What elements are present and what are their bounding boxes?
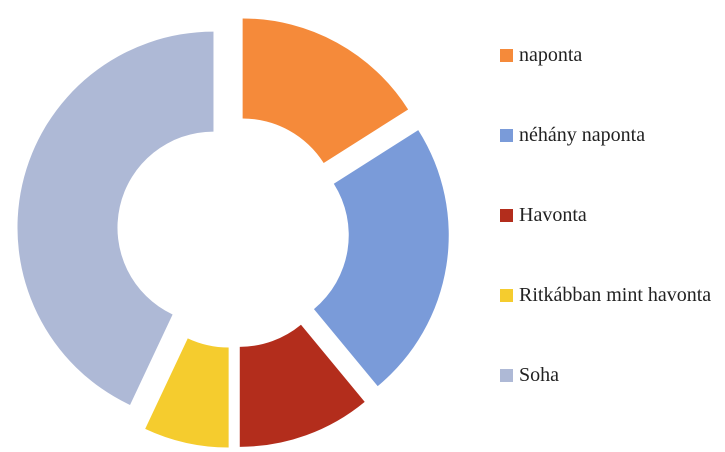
donut-segment (145, 338, 229, 448)
legend-label: néhány naponta (519, 124, 646, 146)
legend-swatch (500, 289, 513, 302)
legend-label: Ritkábban mint havonta (519, 284, 712, 306)
legend-swatch (500, 369, 513, 382)
legend-label: naponta (519, 44, 583, 66)
legend-item: Ritkábban mint havonta (500, 282, 720, 308)
donut-segment (17, 31, 214, 405)
legend-item: Havonta (500, 202, 720, 228)
legend-label: Soha (519, 364, 559, 386)
legend-item: naponta (500, 42, 720, 68)
legend-item: néhány naponta (500, 122, 720, 148)
legend-swatch (500, 129, 513, 142)
donut-segment (239, 324, 365, 447)
donut-segment (242, 18, 409, 164)
donut-segment (313, 130, 449, 387)
legend-swatch (500, 49, 513, 62)
legend-swatch (500, 209, 513, 222)
legend-item: Soha (500, 362, 720, 388)
legend-label: Havonta (519, 204, 587, 226)
